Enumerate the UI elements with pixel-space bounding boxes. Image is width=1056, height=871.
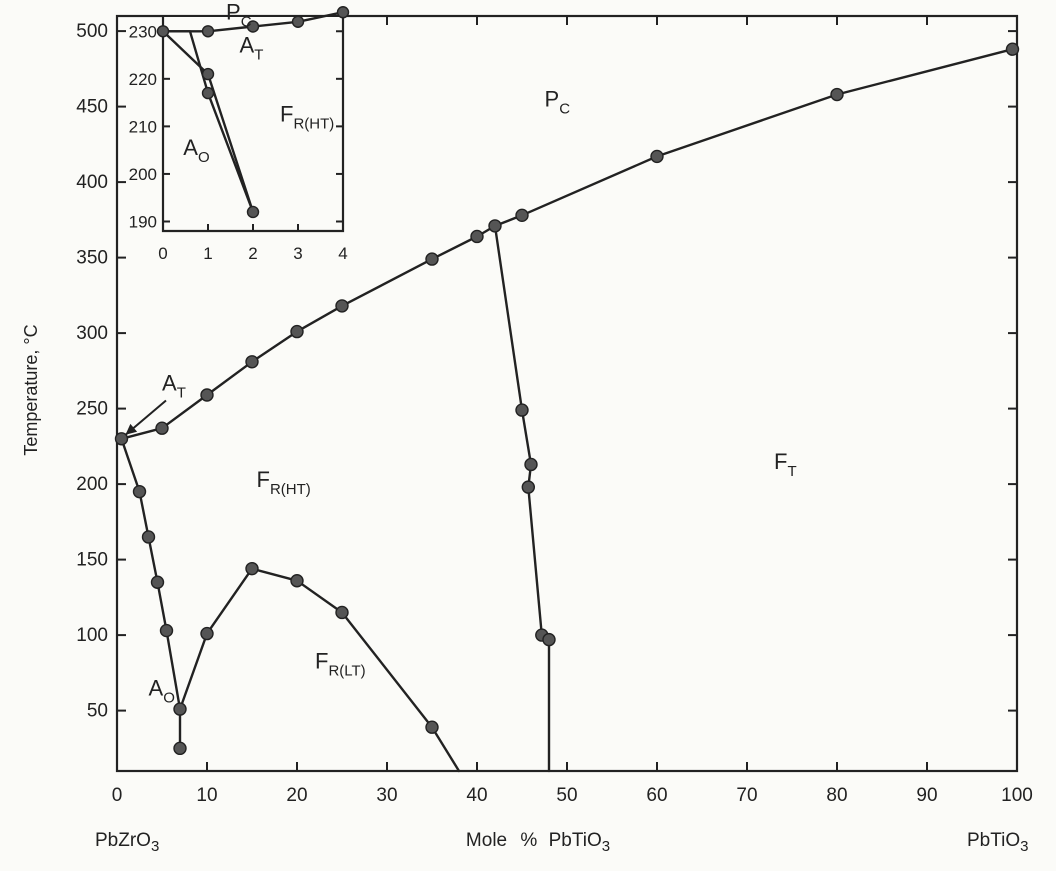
inset-y-tick-label: 220 xyxy=(129,70,157,89)
inset-region-label: AT xyxy=(240,33,264,64)
main-data-point xyxy=(245,561,259,576)
main-data-point xyxy=(650,149,664,164)
main-data-point xyxy=(542,632,556,647)
main-data-point xyxy=(1005,42,1020,56)
main-data-point xyxy=(521,480,535,494)
main-region-labels: PC FT FR(HT) FR(LT) AO AT xyxy=(124,87,797,707)
inset-background xyxy=(163,17,343,231)
main-x-tick-label: 40 xyxy=(466,785,487,806)
main-y-tick-label: 250 xyxy=(76,399,108,420)
inset-data-point xyxy=(246,20,260,33)
main-region-label: PC xyxy=(545,87,571,118)
inset-y-tick-label: 210 xyxy=(129,117,157,136)
main-data-point xyxy=(200,626,214,641)
main-y-tick-label: 350 xyxy=(76,248,108,269)
inset-region-label: PC xyxy=(226,0,252,30)
inset-x-tick-label: 2 xyxy=(248,244,257,263)
main-y-tick-label: 100 xyxy=(76,625,108,646)
main-y-tick-label: 150 xyxy=(76,550,108,571)
main-axis-ticks: 0 10 20 30 40 50 60 70 80 90 100501001502002503003… xyxy=(76,16,1033,806)
main-x-tick-label: 100 xyxy=(1001,785,1033,806)
main-data-point xyxy=(515,403,529,417)
main-x-tick-label: 50 xyxy=(556,785,577,806)
main-data-point xyxy=(132,484,147,499)
main-data-point xyxy=(155,421,169,435)
main-data-point xyxy=(114,432,129,446)
main-data-point xyxy=(425,252,439,266)
main-data-point xyxy=(159,623,174,638)
inset-data-point xyxy=(201,25,215,38)
main-x-tick-label: 10 xyxy=(196,785,217,806)
inset-data-point xyxy=(201,86,215,100)
inset-data-point xyxy=(156,25,170,38)
main-x-tick-label: 30 xyxy=(376,785,397,806)
x-axis-title: Mole % PbTiO3 xyxy=(466,830,610,855)
main-data-point xyxy=(200,388,214,402)
main-y-tick-label: 300 xyxy=(76,323,108,344)
main-x-tick-label: 0 xyxy=(112,785,123,806)
main-y-tick-label: 450 xyxy=(76,97,108,118)
main-data-point xyxy=(335,299,349,313)
right-end-label: PbTiO3 xyxy=(967,830,1028,855)
main-data-point xyxy=(173,741,187,756)
inset-y-tick-label: 190 xyxy=(129,212,157,231)
main-data-point xyxy=(245,355,259,369)
main-y-tick-label: 400 xyxy=(76,172,108,193)
main-y-tick-label: 500 xyxy=(76,21,108,42)
main-x-tick-label: 60 xyxy=(646,785,667,806)
inset-x-tick-label: 3 xyxy=(293,244,302,263)
main-data-point xyxy=(173,702,187,716)
main-data-point xyxy=(290,324,304,339)
main-data-point xyxy=(470,229,484,244)
main-data-point xyxy=(488,219,502,233)
main-data-point xyxy=(141,530,156,544)
main-boundary-line-1 xyxy=(493,224,551,773)
main-x-tick-label: 80 xyxy=(826,785,847,806)
main-data-point xyxy=(335,605,349,620)
inset-axis-ticks: 0 1 2 3 4 190 200 210 220 230 xyxy=(129,22,348,263)
inset-data-points xyxy=(156,6,350,219)
main-data-point xyxy=(425,720,439,734)
main-region-label: FR(LT) xyxy=(315,648,366,679)
main-data-point xyxy=(515,208,529,223)
main-data-points xyxy=(114,42,1020,756)
main-x-tick-label: 70 xyxy=(736,785,757,806)
main-arrow-head xyxy=(125,423,138,435)
main-region-label: AT xyxy=(162,370,186,401)
main-x-tick-label: 20 xyxy=(286,785,307,806)
inset-y-tick-label: 230 xyxy=(129,22,157,41)
main-y-tick-label: 50 xyxy=(87,701,108,722)
inset-data-point xyxy=(246,205,260,219)
y-axis-title: Temperature, °C xyxy=(21,324,41,455)
inset-x-tick-label: 1 xyxy=(203,244,212,263)
main-region-label: AO xyxy=(149,676,175,707)
inset-boundary-line-2 xyxy=(161,30,255,214)
inset-x-tick-label: 4 xyxy=(338,244,347,263)
inset-region-label: FR(HT) xyxy=(280,102,334,133)
main-x-tick-label: 90 xyxy=(916,785,937,806)
inset-y-tick-label: 200 xyxy=(129,165,157,184)
inset-data-point xyxy=(201,67,215,81)
inset-data-point xyxy=(336,6,350,19)
inset-region-label: AO xyxy=(183,135,209,166)
main-region-label: FT xyxy=(774,449,797,480)
main-data-point xyxy=(150,575,165,589)
main-data-point xyxy=(290,574,304,588)
inset-data-point xyxy=(291,15,305,28)
left-end-label: PbZrO3 xyxy=(95,830,159,855)
main-data-point xyxy=(524,457,538,472)
inset-x-tick-label: 0 xyxy=(158,244,167,263)
main-y-tick-label: 200 xyxy=(76,474,108,495)
main-region-label: FR(HT) xyxy=(257,467,311,498)
main-data-point xyxy=(830,87,844,102)
